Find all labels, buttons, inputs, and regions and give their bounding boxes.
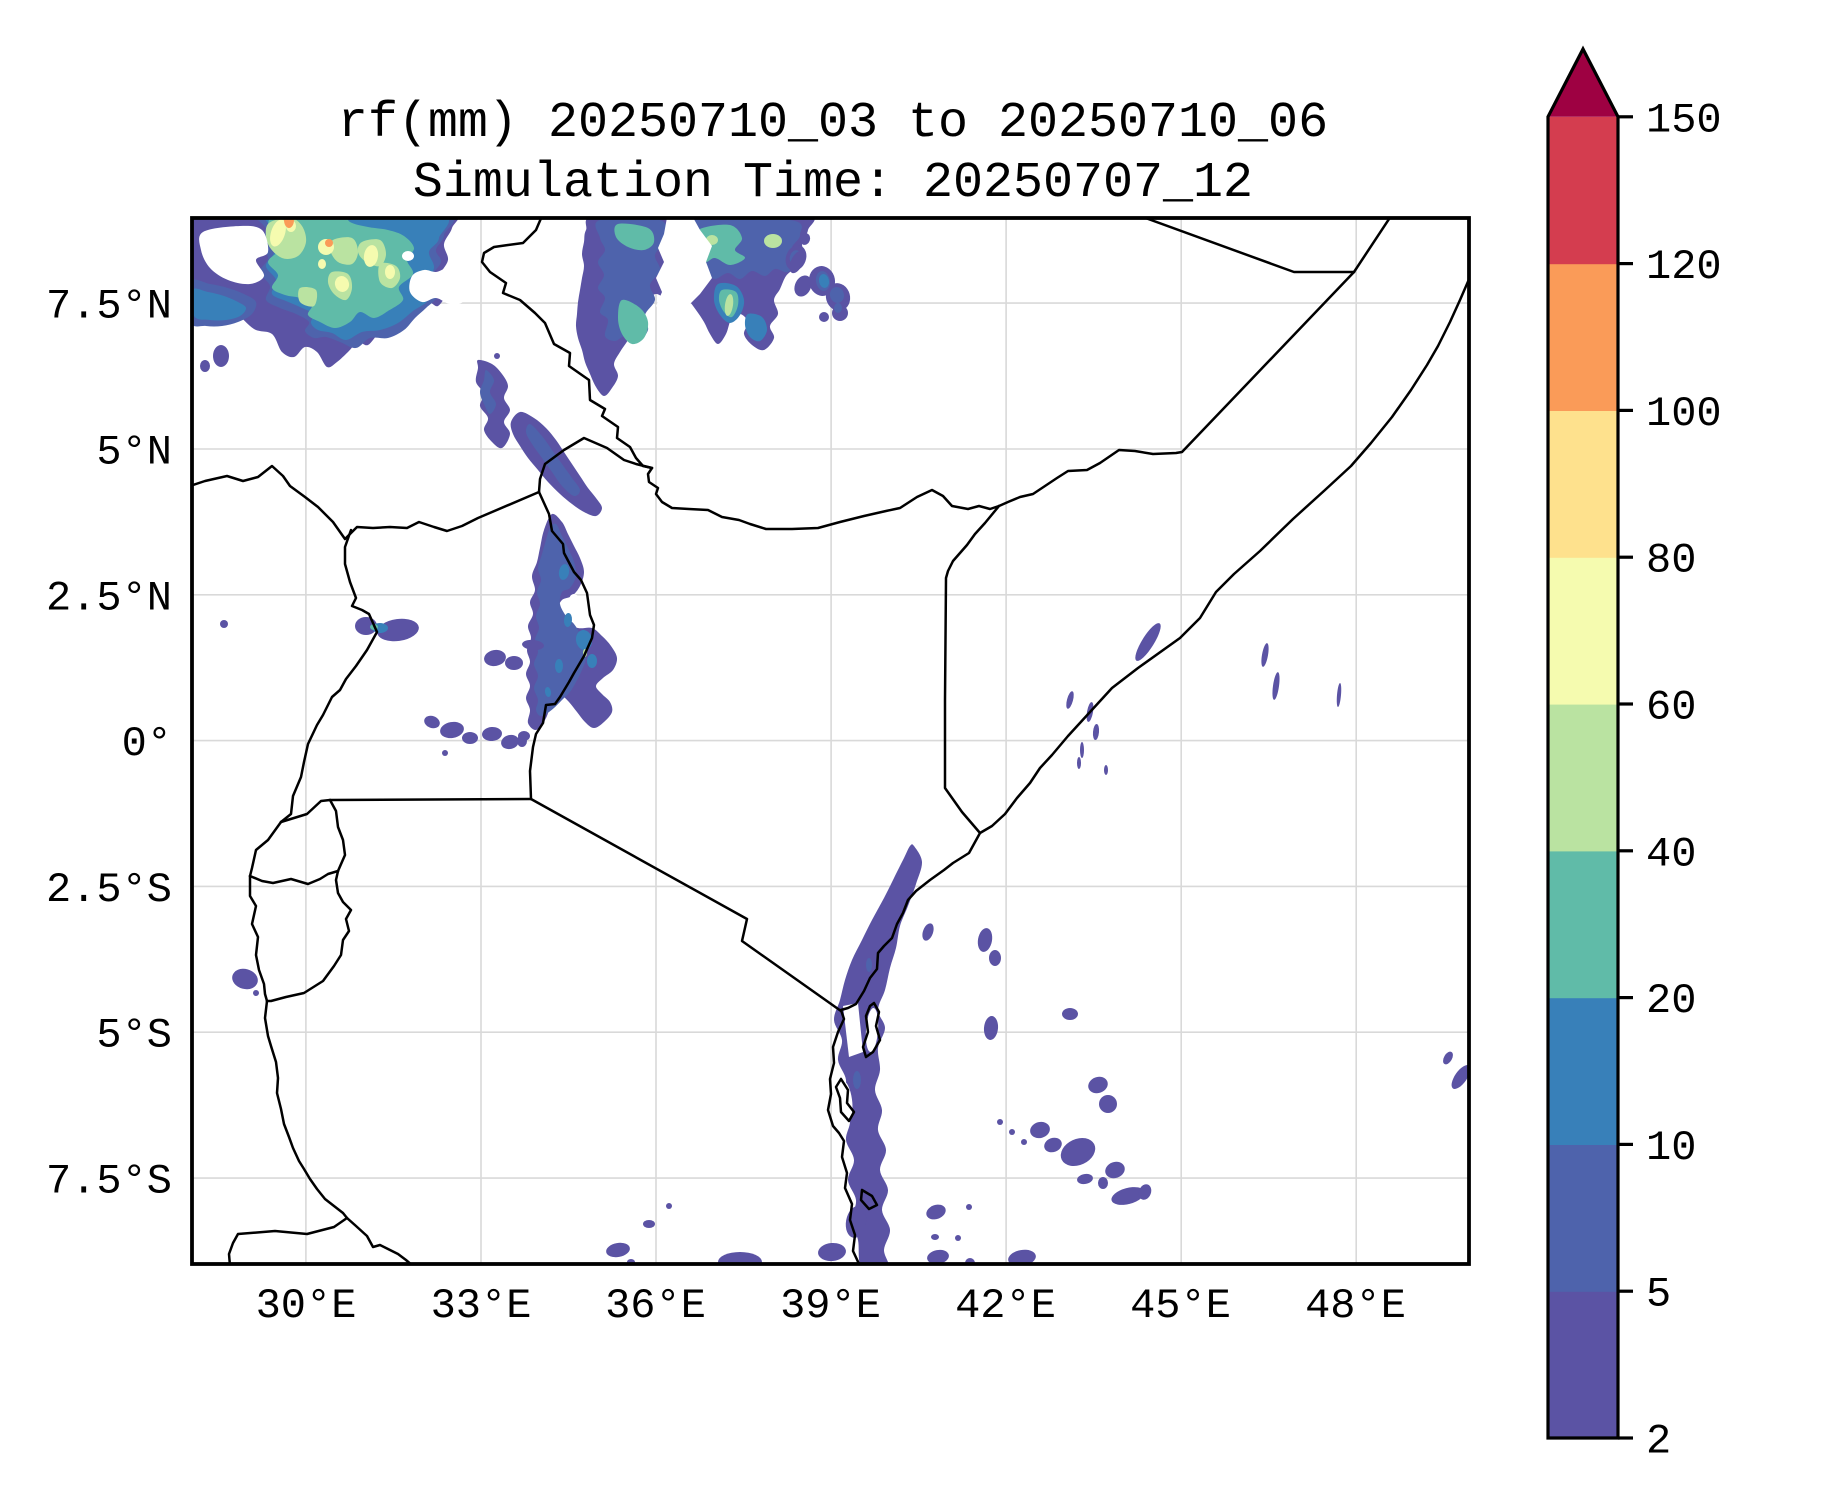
svg-text:80: 80 xyxy=(1646,537,1696,585)
svg-text:2.5°S: 2.5°S xyxy=(46,866,172,914)
svg-text:2: 2 xyxy=(1646,1418,1671,1466)
svg-text:5°S: 5°S xyxy=(96,1012,172,1060)
svg-text:rf(mm) 20250710_03 to 20250710: rf(mm) 20250710_03 to 20250710_06 xyxy=(338,95,1328,152)
svg-text:0°: 0° xyxy=(122,720,172,768)
svg-text:120: 120 xyxy=(1646,243,1722,291)
svg-text:33°E: 33°E xyxy=(431,1282,532,1330)
svg-text:10: 10 xyxy=(1646,1124,1696,1172)
svg-text:7.5°N: 7.5°N xyxy=(46,283,172,331)
svg-text:39°E: 39°E xyxy=(780,1282,881,1330)
svg-text:20: 20 xyxy=(1646,977,1696,1025)
svg-text:Simulation Time: 20250707_12: Simulation Time: 20250707_12 xyxy=(413,155,1253,212)
svg-text:5°N: 5°N xyxy=(96,429,172,477)
svg-text:100: 100 xyxy=(1646,390,1722,438)
svg-text:40: 40 xyxy=(1646,830,1696,878)
svg-text:30°E: 30°E xyxy=(256,1282,357,1330)
svg-text:42°E: 42°E xyxy=(955,1282,1056,1330)
svg-text:36°E: 36°E xyxy=(605,1282,706,1330)
svg-text:150: 150 xyxy=(1646,96,1722,144)
svg-text:5: 5 xyxy=(1646,1271,1671,1319)
svg-text:7.5°S: 7.5°S xyxy=(46,1158,172,1206)
svg-text:48°E: 48°E xyxy=(1305,1282,1406,1330)
svg-text:60: 60 xyxy=(1646,684,1696,732)
svg-text:2.5°N: 2.5°N xyxy=(46,574,172,622)
svg-text:45°E: 45°E xyxy=(1130,1282,1231,1330)
